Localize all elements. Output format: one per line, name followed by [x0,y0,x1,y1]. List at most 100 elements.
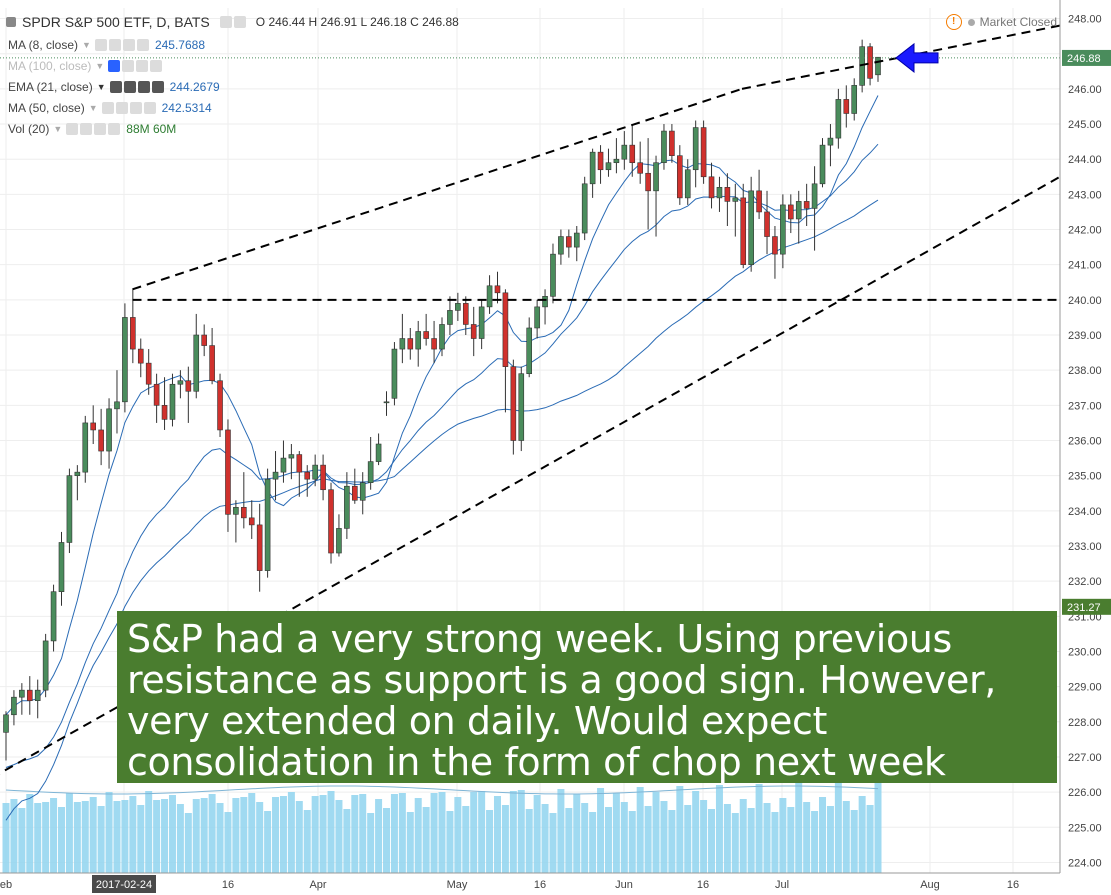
gear-icon[interactable] [80,123,93,135]
candle[interactable] [573,232,580,248]
symbol-collapse-icon[interactable] [6,17,16,27]
candle[interactable] [439,324,445,350]
candle[interactable] [843,99,850,114]
candle[interactable] [122,317,128,403]
candle[interactable] [359,482,366,501]
candle[interactable] [589,151,596,185]
candle[interactable] [225,429,231,515]
eye-icon[interactable] [101,102,114,114]
candle[interactable] [661,130,667,164]
candle[interactable] [780,204,786,255]
candle[interactable] [510,366,517,441]
plus-icon[interactable] [129,102,142,114]
candle[interactable] [605,162,612,171]
indicator-ma100[interactable]: MA (100, close) ▼ [8,57,164,75]
candle[interactable] [351,485,358,501]
candle[interactable] [98,429,104,452]
indicator-volume[interactable]: Vol (20) ▼ 88M 60M [8,120,176,138]
candle[interactable] [383,401,390,404]
candle[interactable] [645,172,651,192]
chevron-down-icon[interactable]: ▼ [95,61,105,71]
candle[interactable] [280,457,287,473]
candle[interactable] [344,485,350,529]
candle[interactable] [90,422,96,431]
candle[interactable] [74,471,81,476]
candle[interactable] [201,334,207,346]
candle[interactable] [756,190,762,213]
candle[interactable] [407,338,414,350]
candle[interactable] [399,338,406,350]
close-icon[interactable] [151,81,164,93]
candle[interactable] [470,324,477,339]
upper-trendline[interactable] [132,87,743,291]
candle[interactable] [486,285,493,308]
candle[interactable] [597,151,604,171]
candle[interactable] [653,162,659,192]
candle[interactable] [391,348,398,399]
lower-trendline[interactable] [0,175,1061,785]
candle[interactable] [740,197,747,265]
candle[interactable] [193,334,200,392]
gear-icon[interactable] [108,39,121,51]
candle[interactable] [209,345,215,382]
gear-icon[interactable] [115,102,128,114]
candle[interactable] [114,401,120,410]
candle[interactable] [288,454,295,459]
candle[interactable] [732,197,739,202]
candle[interactable] [177,380,184,385]
candle[interactable] [637,162,643,174]
indicator-ma8[interactable]: MA (8, close) ▼ 245.7688 [8,36,205,54]
candle[interactable] [581,183,588,234]
chevron-down-icon[interactable]: ▼ [88,103,98,113]
chevron-down-icon[interactable]: ▼ [82,40,91,50]
candle[interactable] [772,236,778,255]
candle[interactable] [34,689,41,702]
chart-settings-icon[interactable] [219,16,232,28]
candle[interactable] [542,296,548,308]
eye-icon[interactable] [109,81,122,93]
plus-icon[interactable] [94,123,107,135]
candle[interactable] [296,454,303,473]
warning-icon[interactable]: ! [945,14,962,30]
plus-icon[interactable] [122,39,135,51]
candle[interactable] [811,183,818,209]
candle[interactable] [82,422,89,473]
candle[interactable] [518,373,525,441]
candle[interactable] [42,640,49,691]
candle[interactable] [272,471,279,480]
candle[interactable] [566,236,572,248]
candle[interactable] [748,190,754,265]
close-icon[interactable] [150,60,163,72]
candle[interactable] [161,405,168,420]
indicator-ma50[interactable]: MA (50, close) ▼ 242.5314 [8,99,212,117]
candle[interactable] [3,714,9,733]
candle[interactable] [367,461,374,483]
chevron-down-icon[interactable]: ▼ [96,82,106,92]
candle[interactable] [375,443,382,462]
close-icon[interactable] [143,102,156,114]
candle[interactable] [684,169,691,199]
candle[interactable] [312,464,318,480]
candle[interactable] [328,489,334,554]
candle[interactable] [336,528,342,554]
candle[interactable] [26,689,33,702]
candle[interactable] [145,362,152,385]
eye-icon[interactable] [66,123,79,135]
candle[interactable] [534,306,540,329]
candle[interactable] [827,137,834,146]
upper-trendline-extension[interactable] [741,24,1061,90]
close-icon[interactable] [136,39,149,51]
candle[interactable] [169,383,176,420]
candle[interactable] [447,310,453,325]
candle[interactable] [502,292,509,367]
candle[interactable] [558,236,564,255]
candle[interactable] [19,689,25,698]
candle[interactable] [613,158,620,164]
candle[interactable] [851,85,858,114]
chevron-down-icon[interactable]: ▼ [53,124,63,134]
candle[interactable] [803,201,810,209]
gear-icon[interactable] [122,60,135,72]
candle[interactable] [248,517,255,526]
candle[interactable] [264,478,271,571]
candle[interactable] [875,56,881,76]
